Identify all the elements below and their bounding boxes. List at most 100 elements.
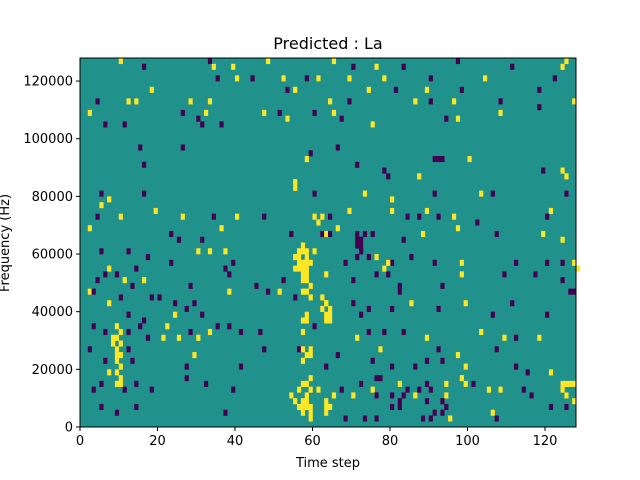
heatmap-cell: [324, 363, 329, 370]
heatmap-cell: [459, 259, 464, 266]
heatmap-cell: [324, 409, 329, 416]
heatmap-cell: [413, 392, 418, 399]
heatmap-cell: [95, 98, 100, 105]
heatmap-cell: [149, 386, 154, 393]
heatmap-cell: [231, 63, 236, 70]
heatmap-cell: [355, 230, 360, 238]
heatmap-cell: [308, 294, 313, 301]
heatmap-cell: [514, 363, 519, 370]
heatmap-cell: [304, 317, 309, 324]
heatmap-cell: [494, 415, 499, 422]
heatmap-cell: [560, 236, 565, 243]
heatmap-cell: [328, 311, 333, 318]
heatmap-cell: [304, 277, 309, 284]
heatmap-cell: [498, 98, 503, 105]
heatmap-cell: [312, 323, 317, 330]
heatmap-cell: [300, 317, 306, 324]
heatmap-cell: [421, 415, 426, 422]
heatmap-cell: [304, 352, 309, 359]
heatmap-cell: [134, 265, 139, 272]
heatmap-cell: [347, 98, 352, 105]
heatmap-cell: [258, 328, 263, 336]
heatmap-cell: [463, 300, 468, 307]
heatmap-cell: [498, 109, 503, 116]
heatmap-cell: [490, 409, 495, 416]
heatmap-cell: [126, 311, 131, 318]
heatmap-cell: [142, 317, 147, 324]
heatmap-cell: [343, 259, 348, 266]
heatmap-cell: [130, 282, 135, 289]
heatmap-cell: [428, 75, 433, 82]
heatmap-cell: [188, 328, 193, 336]
heatmap-cell: [300, 409, 306, 416]
heatmap-cell: [95, 213, 100, 220]
heatmap-cell: [192, 300, 197, 307]
heatmap-cell: [417, 386, 422, 393]
heatmap-cell: [545, 259, 550, 266]
heatmap-cell: [397, 398, 402, 405]
heatmap-cell: [432, 259, 437, 266]
heatmap-cell: [533, 271, 538, 278]
heatmap-cell: [448, 415, 453, 422]
heatmap-cell: [99, 190, 104, 197]
heatmap-cell: [114, 334, 120, 341]
heatmap-cell: [304, 254, 309, 261]
heatmap-cell: [382, 328, 387, 336]
heatmap-cell: [173, 300, 178, 307]
heatmap-cell: [196, 334, 201, 341]
heatmap-cell: [231, 386, 236, 393]
heatmap-cell: [560, 386, 565, 393]
heatmap-cell: [262, 213, 267, 220]
heatmap-cell: [157, 294, 162, 301]
heatmap-cell: [397, 380, 402, 387]
heatmap-cell: [459, 271, 464, 278]
heatmap-cell: [436, 346, 441, 353]
heatmap-cell: [548, 207, 554, 214]
heatmap-cell: [118, 375, 123, 382]
heatmap-cell: [374, 63, 379, 70]
heatmap-cell: [320, 294, 325, 301]
heatmap-cell: [390, 363, 395, 370]
heatmap-cell: [95, 277, 100, 284]
heatmap-cell: [300, 277, 306, 284]
heatmap-cell: [184, 363, 189, 370]
heatmap-cell: [463, 363, 468, 370]
heatmap-cell: [548, 369, 554, 376]
heatmap-cell: [300, 398, 306, 405]
heatmap-cell: [111, 340, 116, 347]
heatmap-cell: [169, 230, 174, 238]
heatmap-cell: [87, 109, 92, 116]
heatmap-cell: [192, 352, 197, 359]
heatmap-cell: [351, 300, 356, 307]
heatmap-cell: [324, 271, 329, 278]
heatmap-cell: [417, 173, 422, 180]
heatmap-cell: [390, 305, 395, 312]
heatmap-cell: [304, 156, 309, 163]
heatmap-cell: [304, 311, 309, 318]
heatmap-cell: [424, 86, 430, 93]
heatmap-cell: [452, 98, 457, 105]
heatmap-cell: [300, 265, 306, 272]
heatmap-cell: [114, 409, 120, 416]
heatmap-cell: [235, 213, 240, 220]
heatmap-cell: [134, 98, 139, 105]
heatmap-cell: [440, 357, 445, 364]
heatmap-cell: [370, 121, 375, 128]
heatmap-cell: [308, 409, 313, 416]
heatmap-cell: [347, 207, 352, 214]
heatmap-cell: [293, 254, 298, 261]
heatmap-cell: [111, 334, 116, 341]
heatmap-cell: [459, 86, 464, 93]
y-tick-label: 20000: [32, 363, 73, 378]
heatmap-cell: [514, 334, 519, 341]
heatmap-cell: [560, 259, 565, 266]
heatmap-cell: [324, 403, 329, 411]
heatmap-cell: [374, 392, 379, 399]
heatmap-cell: [297, 386, 302, 393]
heatmap-cell: [479, 328, 484, 336]
heatmap-cell: [107, 300, 112, 307]
heatmap-cell: [390, 196, 395, 203]
y-tick-label: 0: [65, 421, 73, 436]
heatmap-cell: [204, 380, 209, 387]
